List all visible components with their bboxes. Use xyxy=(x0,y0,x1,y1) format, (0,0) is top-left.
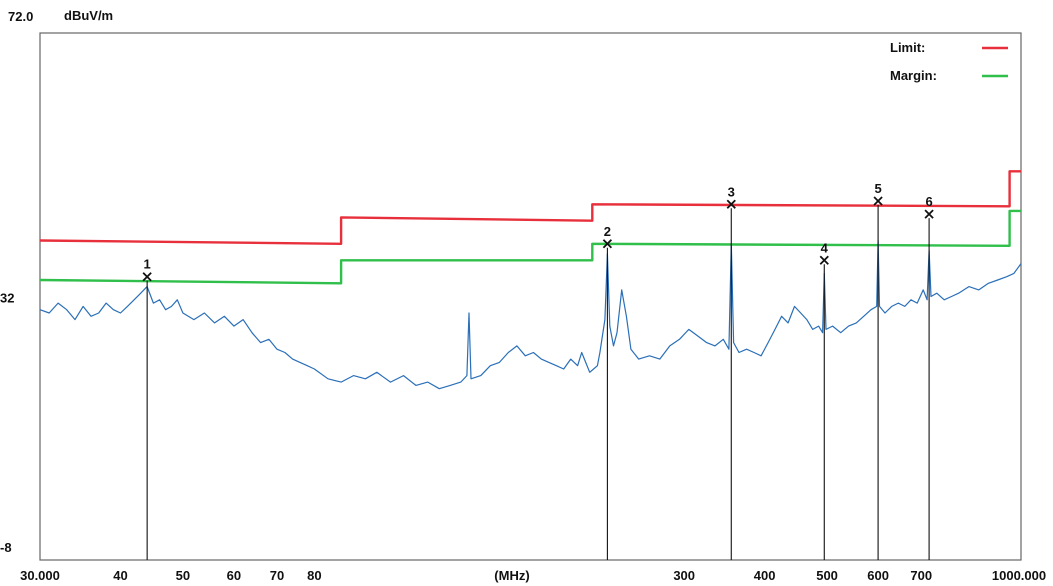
x-tick-label: 300 xyxy=(673,568,695,583)
y-tick-label: -8 xyxy=(0,540,12,555)
x-axis-label: (MHz) xyxy=(494,568,529,583)
legend-label-margin: Margin: xyxy=(890,68,937,83)
marker-label-4: 4 xyxy=(821,240,829,255)
x-tick-label: 40 xyxy=(113,568,127,583)
x-tick-label: 60 xyxy=(227,568,241,583)
marker-label-3: 3 xyxy=(728,184,735,199)
marker-layer: 1 2 3 4 5 6 xyxy=(142,181,934,560)
marker-cross-2 xyxy=(602,239,613,249)
marker-label-2: 2 xyxy=(604,224,611,239)
series-layer xyxy=(39,170,1022,390)
marker-label-5: 5 xyxy=(874,181,881,196)
x-tick-label: 400 xyxy=(754,568,776,583)
x-tick-label: 50 xyxy=(176,568,190,583)
y-tick-label: 72.0 xyxy=(8,9,33,24)
marker-cross-3 xyxy=(726,199,736,209)
legend: Limit: Margin: xyxy=(890,40,1008,83)
legend-label-limit: Limit: xyxy=(890,40,925,55)
plot-frame xyxy=(39,32,1022,561)
marker-cross-4 xyxy=(819,255,829,265)
x-tick-label: 600 xyxy=(867,568,889,583)
x-tick-label: 700 xyxy=(910,568,932,583)
marker-cross-1 xyxy=(142,272,152,282)
x-tick-label: 500 xyxy=(816,568,838,583)
y-tick-labels: 72.0 32 -8 xyxy=(0,9,33,555)
margin-line xyxy=(39,209,1021,285)
x-tick-labels: 30.000 40 50 60 70 80 300 400 500 600 700 1000.000 xyxy=(20,568,1046,583)
y-axis-label: dBuV/m xyxy=(64,8,113,23)
x-tick-label: 70 xyxy=(270,568,284,583)
x-tick-label: 80 xyxy=(307,568,321,583)
emission-trace xyxy=(39,239,1022,390)
marker-cross-5 xyxy=(873,196,883,206)
x-tick-label: 30.000 xyxy=(20,568,60,583)
marker-label-6: 6 xyxy=(925,194,932,209)
y-tick-label: 32 xyxy=(0,291,14,306)
limit-line xyxy=(39,170,1021,245)
marker-label-1: 1 xyxy=(144,257,151,272)
x-tick-label: 1000.000 xyxy=(992,568,1046,583)
marker-cross-6 xyxy=(924,209,934,219)
